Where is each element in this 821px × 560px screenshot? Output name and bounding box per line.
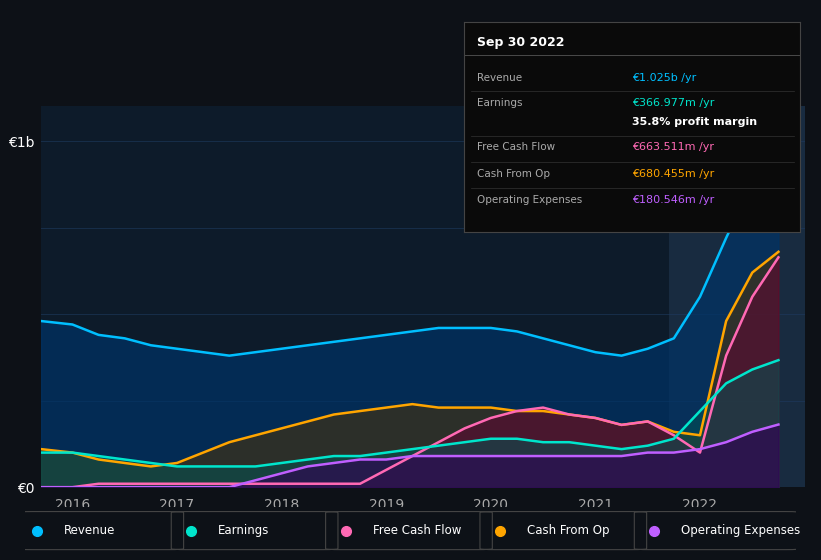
Text: €366.977m /yr: €366.977m /yr [632, 98, 714, 108]
Text: Free Cash Flow: Free Cash Flow [477, 142, 556, 152]
Text: Operating Expenses: Operating Expenses [477, 195, 583, 205]
Text: Cash From Op: Cash From Op [477, 169, 550, 179]
Text: Revenue: Revenue [477, 73, 522, 83]
Text: Revenue: Revenue [64, 524, 116, 537]
Text: Operating Expenses: Operating Expenses [681, 524, 800, 537]
Text: €1.025b /yr: €1.025b /yr [632, 73, 696, 83]
Text: Cash From Op: Cash From Op [527, 524, 609, 537]
Text: €680.455m /yr: €680.455m /yr [632, 169, 714, 179]
Text: 35.8% profit margin: 35.8% profit margin [632, 117, 757, 127]
Text: €663.511m /yr: €663.511m /yr [632, 142, 714, 152]
Text: Sep 30 2022: Sep 30 2022 [477, 36, 565, 49]
Text: Free Cash Flow: Free Cash Flow [373, 524, 461, 537]
Text: Earnings: Earnings [477, 98, 523, 108]
Bar [668, 106, 805, 487]
Text: Earnings: Earnings [218, 524, 270, 537]
Text: €180.546m /yr: €180.546m /yr [632, 195, 714, 205]
